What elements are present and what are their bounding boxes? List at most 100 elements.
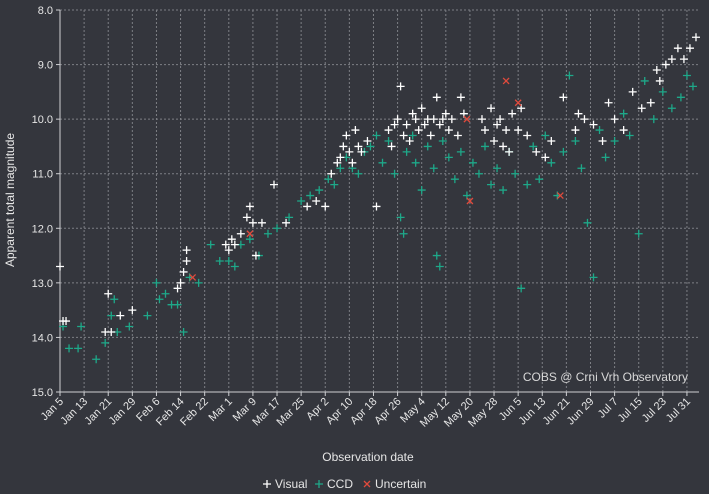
x-tick-label: Jul 15 <box>616 396 645 425</box>
point-visual <box>182 246 191 255</box>
point-visual <box>242 213 251 222</box>
point-ccd <box>432 251 441 260</box>
point-ccd <box>411 158 420 167</box>
axes <box>56 9 699 396</box>
point-ccd <box>450 175 459 184</box>
point-visual <box>628 87 637 96</box>
point-visual <box>580 115 589 124</box>
y-tick-labels: 8.0 9.0 10.0 11.0 12.0 13.0 14.0 15.0 <box>32 5 53 399</box>
point-visual <box>257 218 266 227</box>
point-ccd <box>688 82 697 91</box>
point-ccd <box>523 180 532 189</box>
point-ccd <box>468 158 477 167</box>
point-ccd <box>547 158 556 167</box>
point-ccd <box>77 322 86 331</box>
point-ccd <box>215 257 224 266</box>
legend-label-ccd: CCD <box>327 477 353 491</box>
point-visual <box>251 251 260 260</box>
point-ccd <box>423 142 432 151</box>
point-ccd <box>634 229 643 238</box>
point-visual <box>502 126 511 135</box>
y-tick-label: 13.0 <box>32 278 53 290</box>
point-visual <box>179 267 188 276</box>
point-ccd <box>456 147 465 156</box>
point-ccd <box>107 311 116 320</box>
point-uncertain <box>556 192 564 200</box>
point-visual <box>116 311 125 320</box>
point-ccd <box>155 295 164 304</box>
x-tick-label: Jan 29 <box>107 396 139 428</box>
point-ccd <box>493 164 502 173</box>
point-visual <box>441 109 450 118</box>
point-ccd <box>74 344 83 353</box>
point-visual <box>610 115 619 124</box>
point-ccd <box>245 235 254 244</box>
point-ccd <box>194 278 203 287</box>
point-ccd <box>499 186 508 195</box>
point-ccd <box>372 131 381 140</box>
point-visual <box>589 120 598 129</box>
point-ccd <box>601 153 610 162</box>
point-ccd <box>529 142 538 151</box>
point-visual <box>493 120 502 129</box>
point-visual <box>128 306 137 315</box>
point-visual <box>426 131 435 140</box>
x-axis-title: Observation date <box>322 450 414 464</box>
point-visual <box>496 115 505 124</box>
point-visual <box>571 126 580 135</box>
point-ccd <box>399 229 408 238</box>
point-uncertain <box>246 230 254 238</box>
point-visual <box>351 126 360 135</box>
point-ccd <box>676 93 685 102</box>
y-axis-title: Apparent total magnitude <box>3 133 17 267</box>
point-visual <box>236 229 245 238</box>
point-ccd <box>474 169 483 178</box>
point-ccd <box>438 136 447 145</box>
point-visual <box>685 44 694 53</box>
y-tick-label: 9.0 <box>38 60 53 72</box>
point-visual <box>487 104 496 113</box>
point-uncertain <box>463 115 471 123</box>
point-visual <box>435 120 444 129</box>
point-ccd <box>487 180 496 189</box>
point-visual <box>312 197 321 205</box>
point-visual <box>679 55 688 64</box>
legend-marker-uncertain <box>363 480 371 488</box>
point-visual <box>432 93 441 102</box>
point-ccd <box>682 71 691 80</box>
point-visual <box>221 240 230 249</box>
point-ccd <box>354 169 363 178</box>
point-ccd <box>224 257 233 266</box>
legend-label-visual: Visual <box>275 477 307 491</box>
point-ccd <box>330 180 339 189</box>
point-ccd <box>589 273 598 282</box>
x-tick-label: Mar 1 <box>207 396 235 424</box>
point-visual <box>652 66 661 75</box>
point-visual <box>321 202 330 211</box>
point-visual <box>248 218 257 227</box>
point-visual <box>411 115 420 124</box>
point-ccd <box>384 136 393 145</box>
point-ccd <box>143 311 152 320</box>
point-ccd <box>273 224 282 233</box>
point-ccd <box>315 186 324 195</box>
point-visual <box>270 180 279 189</box>
point-ccd <box>396 213 405 222</box>
point-ccd <box>619 109 628 118</box>
point-visual <box>655 76 664 85</box>
point-visual <box>429 115 438 124</box>
point-ccd <box>595 126 604 135</box>
point-visual <box>547 136 556 145</box>
point-ccd <box>571 136 580 145</box>
point-visual <box>456 93 465 102</box>
point-ccd <box>125 322 134 331</box>
point-ccd <box>101 338 110 347</box>
point-visual <box>673 44 682 53</box>
point-ccd <box>161 289 170 298</box>
y-tick-label: 10.0 <box>32 114 53 126</box>
point-visual <box>107 327 116 336</box>
point-ccd <box>511 169 520 178</box>
point-ccd <box>306 191 315 200</box>
y-tick-label: 15.0 <box>32 387 53 399</box>
point-ccd <box>658 87 667 96</box>
